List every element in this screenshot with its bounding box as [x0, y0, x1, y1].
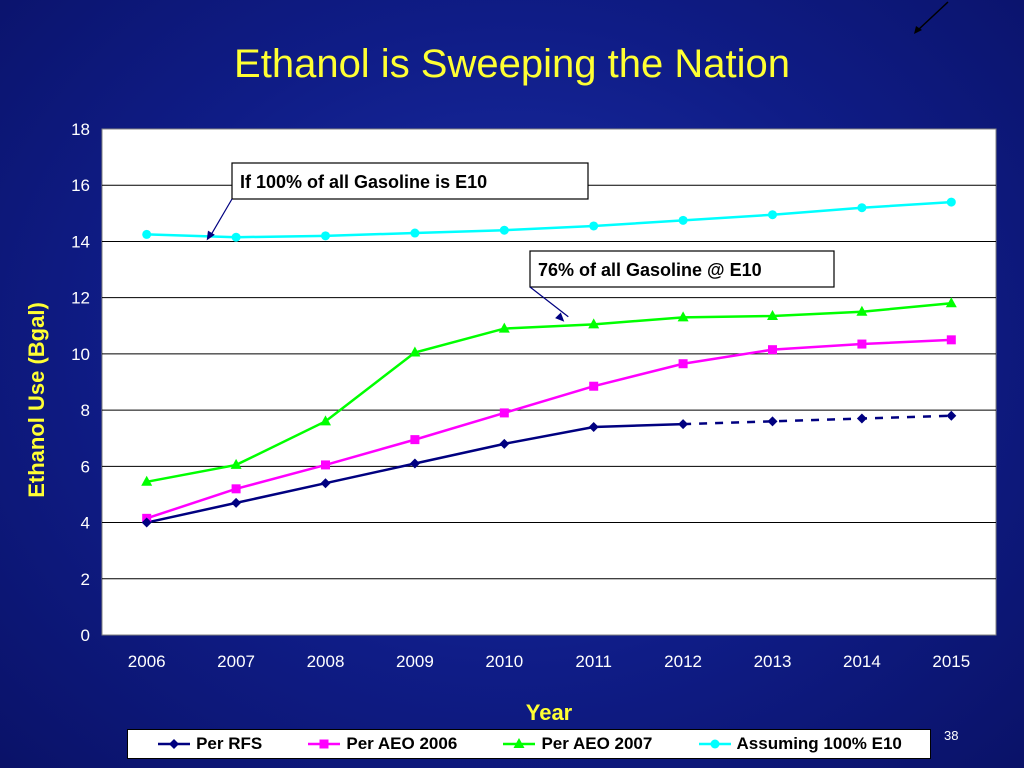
- data-point-per-rfs: [946, 410, 957, 421]
- data-point-per-rfs: [320, 478, 331, 489]
- x-tick-label: 2006: [128, 652, 166, 671]
- corner-arrow-icon: [914, 1, 949, 34]
- x-tick-label: 2012: [664, 652, 702, 671]
- data-point-per-aeo-2007: [409, 346, 421, 357]
- data-point-per-aeo-2006: [410, 435, 420, 445]
- plot-area: [101, 128, 997, 636]
- data-point-per-aeo-2006: [589, 381, 599, 391]
- legend-marker: [319, 739, 329, 749]
- data-point-assuming-100-e10: [946, 197, 956, 207]
- data-point-per-aeo-2006: [768, 345, 777, 355]
- y-tick-label: 4: [81, 514, 90, 533]
- legend-item-per-rfs: Per RFS: [156, 734, 262, 754]
- data-point-assuming-100-e10: [499, 225, 509, 235]
- data-point-per-rfs: [231, 497, 242, 508]
- data-point-assuming-100-e10: [321, 231, 330, 241]
- x-tick-label: 2007: [217, 652, 255, 671]
- data-point-per-rfs: [141, 517, 152, 528]
- legend-swatch-square-icon: [308, 739, 341, 749]
- y-tick-label: 14: [71, 232, 90, 251]
- annotation-callout: If 100% of all Gasoline is E10: [206, 162, 589, 241]
- data-point-assuming-100-e10: [678, 215, 688, 225]
- data-point-per-aeo-2006: [231, 484, 241, 494]
- slide-title: Ethanol is Sweeping the Nation: [234, 42, 790, 86]
- data-point-per-aeo-2007: [498, 322, 510, 333]
- data-point-per-aeo-2007: [767, 309, 778, 320]
- annotation-box: [231, 162, 589, 200]
- data-point-assuming-100-e10: [410, 228, 420, 238]
- data-point-per-aeo-2007: [230, 458, 242, 469]
- y-tick-label: 12: [71, 289, 90, 308]
- annotation-arrow: [529, 286, 569, 318]
- x-tick-label: 2008: [307, 652, 345, 671]
- data-point-per-rfs: [678, 419, 689, 430]
- data-point-per-rfs: [767, 416, 778, 427]
- data-point-per-rfs: [409, 458, 420, 469]
- data-point-assuming-100-e10: [857, 203, 867, 213]
- data-point-per-aeo-2007: [141, 475, 153, 486]
- y-tick-label: 8: [81, 401, 90, 420]
- annotation-arrowhead-icon: [206, 230, 215, 241]
- legend-label: Assuming 100% E10: [736, 734, 902, 753]
- data-point-per-aeo-2007: [945, 297, 957, 308]
- y-axis-label: Ethanol Use (Bgal): [24, 302, 49, 498]
- y-tick-label: 6: [81, 457, 90, 476]
- data-point-assuming-100-e10: [768, 210, 777, 220]
- series-line-per-rfs-projected: [683, 414, 952, 426]
- legend-label: Per AEO 2006: [346, 734, 458, 753]
- legend-swatch-triangle-icon: [503, 738, 536, 748]
- x-tick-label: 2015: [932, 652, 970, 671]
- data-point-per-aeo-2007: [320, 415, 331, 426]
- data-point-per-aeo-2006: [321, 460, 330, 470]
- legend-item-per-aeo-2006: Per AEO 2006: [306, 734, 457, 754]
- data-point-per-rfs: [856, 413, 867, 424]
- legend-item-assuming-100-e10: Assuming 100% E10: [697, 734, 902, 754]
- x-tick-label: 2009: [396, 652, 434, 671]
- legend-swatch-circle-icon: [698, 739, 731, 749]
- legend: Per RFS Per AEO 2006 Per AEO 2007 Assuming …: [127, 729, 931, 759]
- annotation-arrow: [210, 198, 233, 236]
- y-tick-label: 18: [71, 120, 90, 139]
- legend-marker: [513, 738, 525, 748]
- y-tick-label: 10: [71, 345, 90, 364]
- data-point-per-rfs: [588, 421, 599, 432]
- annotation-arrowhead-icon: [555, 312, 565, 322]
- data-point-per-aeo-2006: [499, 408, 509, 418]
- legend-item-per-aeo-2007: Per AEO 2007: [501, 734, 652, 754]
- slide-number: 38: [944, 728, 959, 743]
- x-tick-label: 2014: [843, 652, 881, 671]
- annotation-box: [529, 250, 835, 288]
- series-line-per-aeo-2006: [146, 338, 952, 520]
- x-tick-label: 2010: [485, 652, 523, 671]
- data-point-per-aeo-2006: [857, 339, 867, 349]
- legend-marker: [169, 739, 180, 749]
- data-point-per-aeo-2007: [588, 318, 600, 329]
- legend-marker: [710, 739, 720, 749]
- data-point-per-aeo-2006: [678, 359, 688, 369]
- data-point-assuming-100-e10: [231, 232, 241, 242]
- x-tick-label: 2013: [754, 652, 792, 671]
- data-point-per-aeo-2007: [856, 305, 868, 316]
- annotation-callout: 76% of all Gasoline @ E10: [529, 250, 835, 322]
- y-tick-label: 2: [81, 570, 90, 589]
- annotation-text: If 100% of all Gasoline is E10: [240, 172, 487, 192]
- data-point-per-aeo-2007: [677, 311, 689, 322]
- legend-swatch-diamond-icon: [158, 739, 191, 749]
- legend-label: Per RFS: [196, 734, 263, 753]
- series-line-assuming-100-e10: [146, 200, 952, 239]
- legend-label: Per AEO 2007: [541, 734, 653, 753]
- x-tick-label: 2011: [575, 652, 612, 671]
- y-tick-label: 0: [81, 626, 90, 645]
- data-point-assuming-100-e10: [142, 229, 152, 239]
- data-point-assuming-100-e10: [589, 221, 599, 231]
- series-line-per-aeo-2007: [146, 302, 952, 484]
- annotation-text: 76% of all Gasoline @ E10: [538, 260, 762, 280]
- data-point-per-rfs: [499, 438, 510, 449]
- data-point-per-aeo-2006: [946, 335, 956, 345]
- y-tick-label: 16: [71, 176, 90, 195]
- x-axis-label: Year: [525, 700, 573, 725]
